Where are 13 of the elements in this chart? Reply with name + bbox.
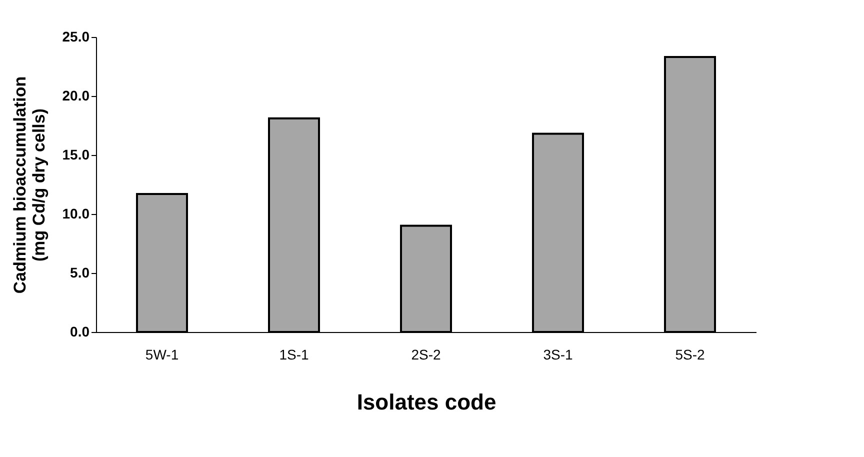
y-tick-label: 10.0 [62, 206, 90, 222]
x-tick-label: 5W-1 [145, 346, 179, 362]
y-tick-label: 15.0 [62, 146, 90, 162]
x-tick-label: 3S-1 [543, 346, 573, 362]
y-tick-label: 0.0 [70, 324, 90, 340]
x-axis-title: Isolates code [356, 390, 496, 414]
y-axis-title: Cadmium bioaccumulation (mg Cd/g dry cells) [10, 76, 48, 294]
x-tick-label: 2S-2 [411, 346, 441, 362]
y-tick-label: 20.0 [62, 88, 90, 104]
x-tick-label: 1S-1 [279, 346, 309, 362]
y-tick-label: 5.0 [70, 264, 90, 280]
x-tick-label: 5S-2 [675, 346, 705, 362]
y-tick-label: 25.0 [62, 28, 90, 44]
